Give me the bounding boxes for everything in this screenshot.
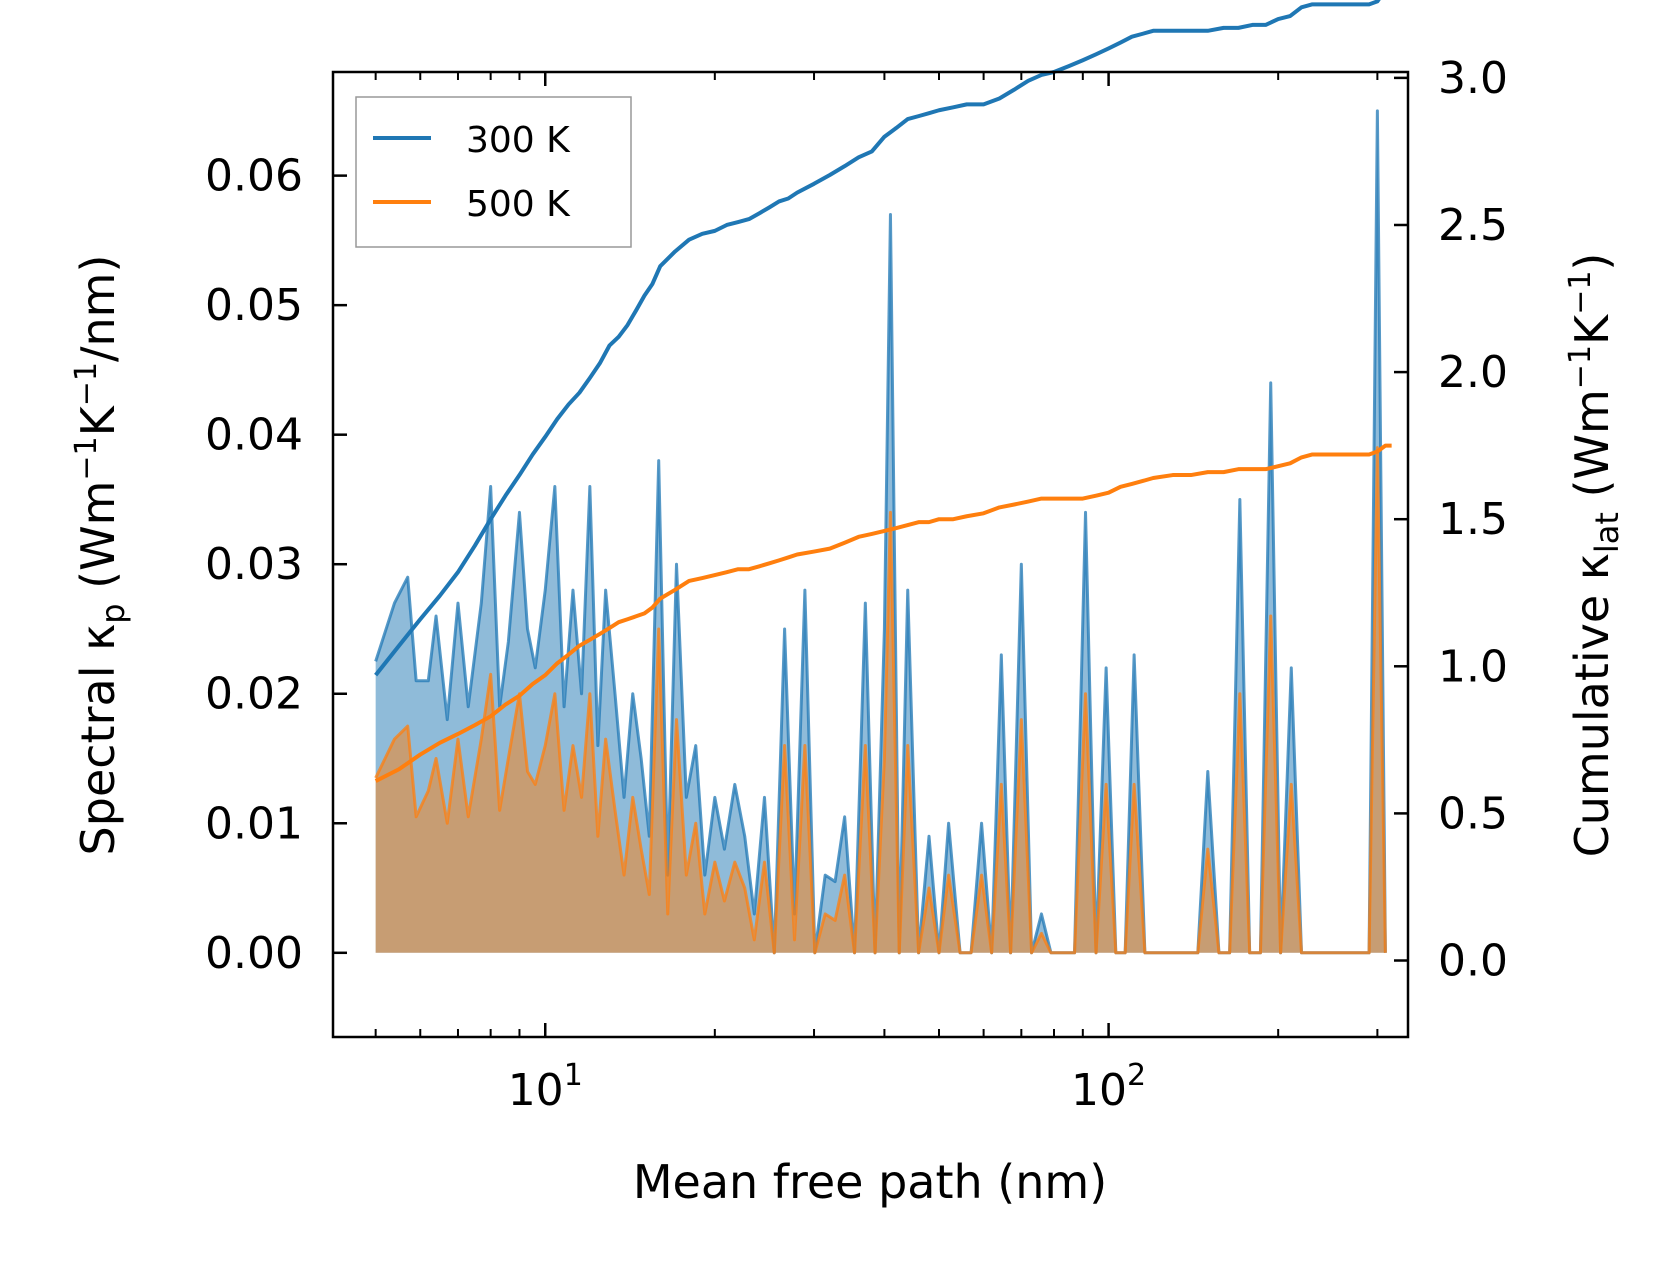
y-axis-right-label: Cumulative κlat (Wm−1K−1) xyxy=(1563,253,1626,858)
y-left-tick-label: 0.01 xyxy=(205,798,303,849)
y-left-tick-label: 0.00 xyxy=(205,928,303,979)
y-left-tick-label: 0.04 xyxy=(205,410,303,461)
y-left-tick-label: 0.02 xyxy=(205,669,303,720)
axes xyxy=(331,70,1410,1039)
legend: 300 K 500 K xyxy=(355,96,632,248)
cumulative-line-500k xyxy=(374,443,1392,783)
y-left-tick-label: 0.05 xyxy=(205,280,303,331)
y-right-tick-label: 3.0 xyxy=(1438,53,1508,104)
y-right-tick-label: 2.5 xyxy=(1438,200,1508,251)
cumulative-line-300k xyxy=(374,0,1381,677)
plot-area xyxy=(374,0,1392,955)
y-right-tick-label: 1.5 xyxy=(1438,494,1508,545)
y-right-tick-label: 0.5 xyxy=(1438,788,1508,839)
y-right-tick-label: 2.0 xyxy=(1438,347,1508,398)
x-tick-label: 101 xyxy=(508,1058,583,1116)
x-axis-label: Mean free path (nm) xyxy=(633,1155,1107,1209)
y-left-tick-label: 0.03 xyxy=(205,539,303,590)
legend-500k-label: 500 K xyxy=(466,184,571,225)
y-left-tick-label: 0.06 xyxy=(205,151,303,202)
ticks: 101 102 0.00 0.01 0.02 0.03 0.04 0.05 0.06 0.0 0.5… xyxy=(205,53,1508,1116)
y-right-tick-label: 1.0 xyxy=(1438,641,1508,692)
y-axis-left-label: Spectral κp (Wm−1K−1/nm) xyxy=(69,255,132,856)
legend-box xyxy=(355,96,632,248)
y-right-tick-label: 0.0 xyxy=(1438,936,1508,987)
legend-300k-label: 300 K xyxy=(466,120,571,161)
axes-frame xyxy=(331,70,1410,1039)
x-tick-label: 102 xyxy=(1071,1058,1146,1116)
spectral-line-500k xyxy=(374,446,1387,955)
